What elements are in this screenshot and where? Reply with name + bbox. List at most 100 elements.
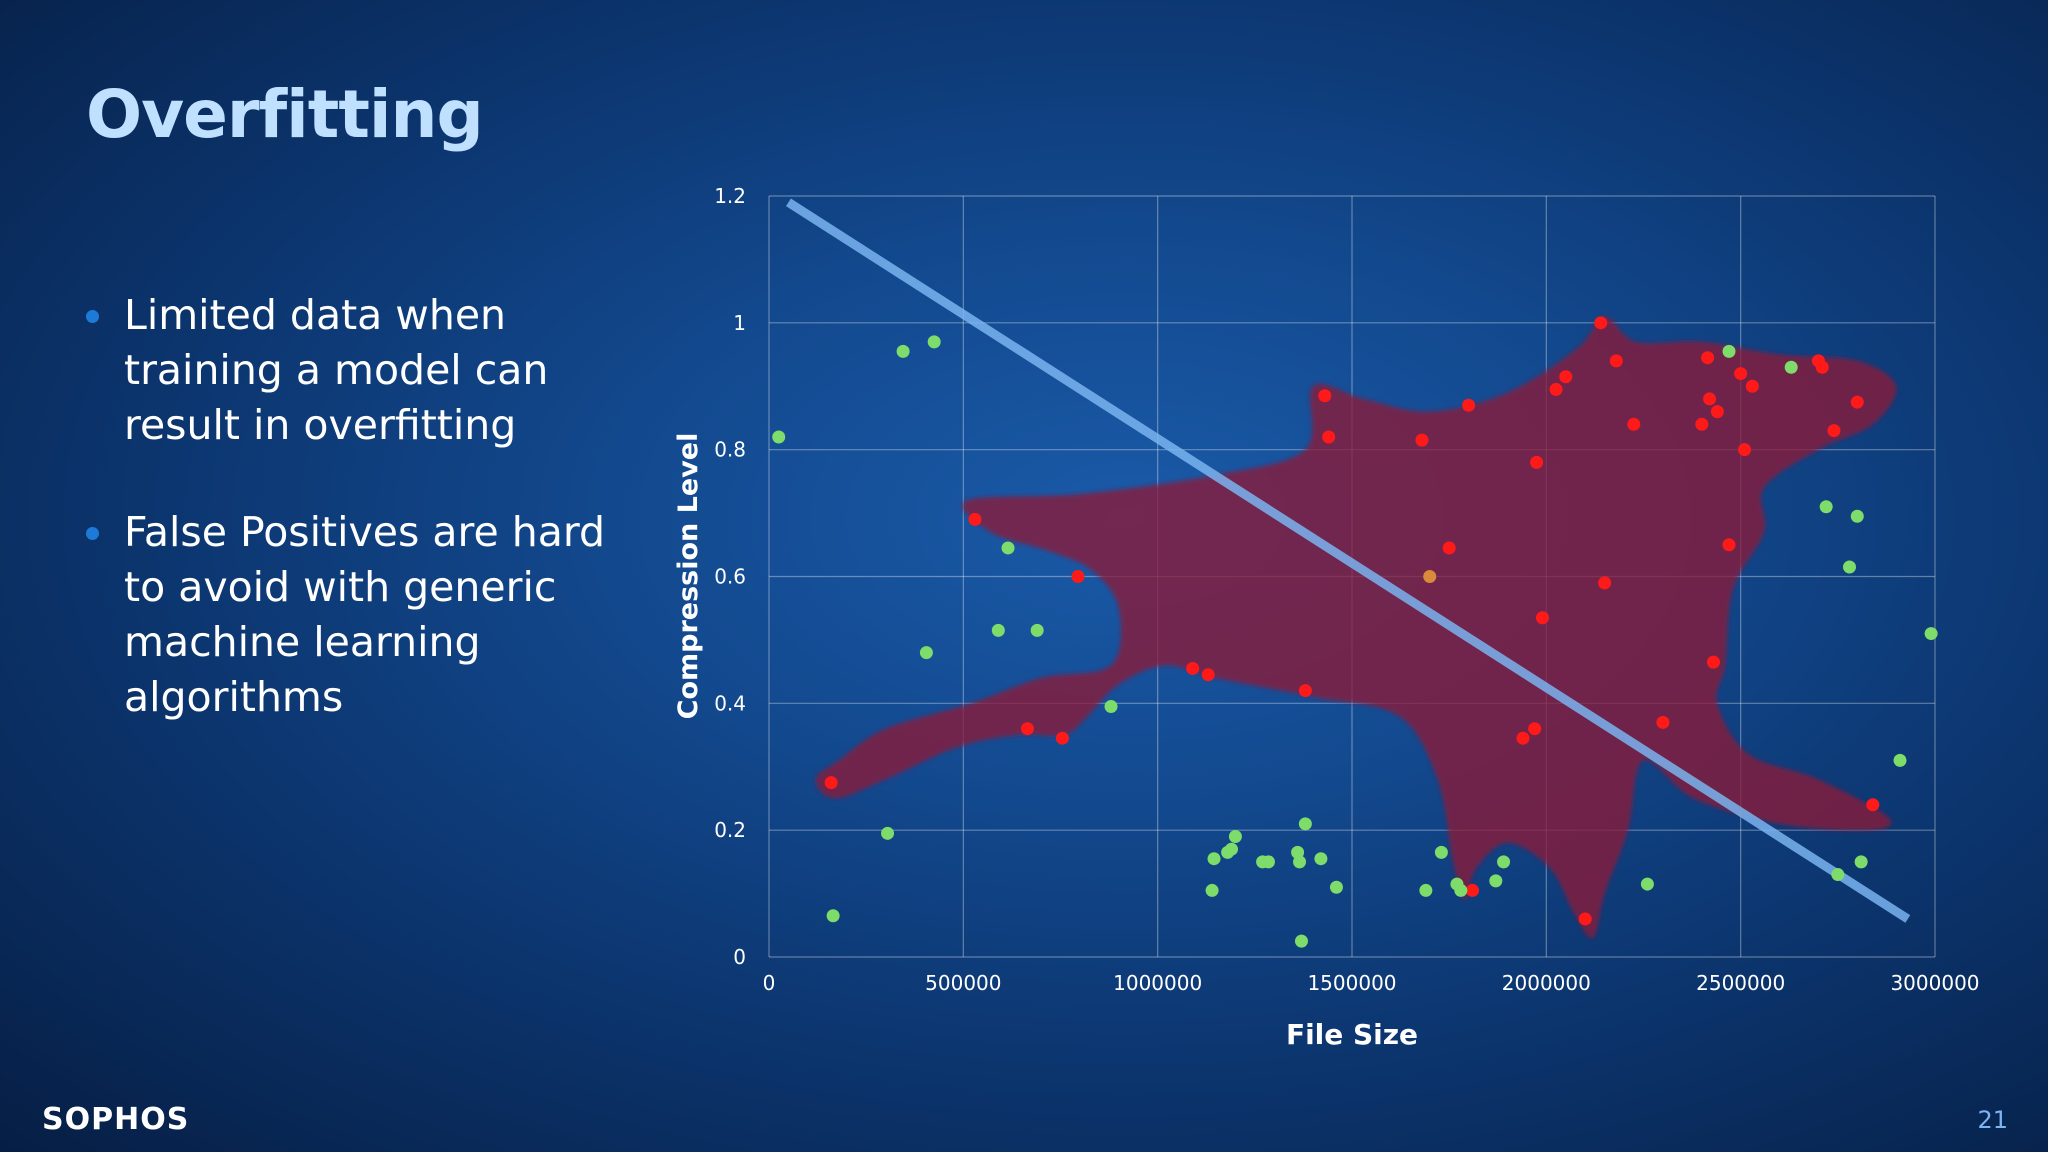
clean-point bbox=[1842, 560, 1856, 574]
bullet-text: False Positives are hard to avoid with g… bbox=[124, 508, 606, 721]
malicious-point bbox=[1318, 389, 1332, 403]
y-axis-title: Compression Level bbox=[673, 433, 704, 720]
malicious-point bbox=[1578, 912, 1592, 926]
malicious-point bbox=[1442, 541, 1456, 555]
malicious-point bbox=[968, 512, 982, 526]
malicious-point bbox=[1201, 668, 1215, 682]
malicious-point bbox=[1706, 655, 1720, 669]
clean-point bbox=[826, 909, 840, 923]
page-number: 21 bbox=[1977, 1106, 2008, 1134]
clean-point bbox=[1294, 934, 1308, 948]
malicious-point bbox=[1322, 430, 1336, 444]
clean-point bbox=[1454, 883, 1468, 897]
clean-point bbox=[1784, 360, 1798, 374]
malicious-point bbox=[1298, 684, 1312, 698]
y-tick-label: 1 bbox=[733, 311, 746, 335]
malicious-point bbox=[1415, 433, 1429, 447]
x-tick-label: 3000000 bbox=[1890, 971, 1979, 995]
clean-point bbox=[991, 623, 1005, 637]
y-tick-label: 0.2 bbox=[714, 818, 746, 842]
malicious-point bbox=[1815, 360, 1829, 374]
clean-point bbox=[1640, 877, 1654, 891]
bullet-dot-icon bbox=[86, 310, 99, 323]
x-tick-label: 0 bbox=[763, 971, 776, 995]
malicious-point bbox=[1722, 538, 1736, 552]
decision-line-layer bbox=[786, 198, 1911, 923]
malicious-point bbox=[1827, 424, 1841, 438]
malicious-point bbox=[1071, 570, 1085, 583]
clean-point bbox=[1207, 852, 1221, 866]
slide-title: Overfitting bbox=[86, 76, 484, 153]
malicious-point bbox=[1594, 316, 1608, 330]
malicious-point bbox=[1528, 722, 1542, 736]
ambiguous-point bbox=[1423, 570, 1437, 583]
malicious-point bbox=[1703, 392, 1717, 406]
malicious-point bbox=[1516, 731, 1530, 745]
clean-point bbox=[772, 430, 786, 444]
malicious-point bbox=[1701, 351, 1715, 365]
malicious-point bbox=[1866, 798, 1880, 812]
bullet-dot-icon bbox=[86, 527, 99, 540]
clean-point bbox=[1314, 852, 1328, 866]
bullet-list: Limited data when training a model can r… bbox=[86, 288, 606, 777]
data-points-layer bbox=[772, 316, 1938, 948]
malicious-point bbox=[1559, 370, 1573, 384]
x-tick-label: 2000000 bbox=[1502, 971, 1591, 995]
clean-point bbox=[1293, 855, 1307, 869]
clean-point bbox=[1850, 509, 1864, 523]
clean-point bbox=[1104, 700, 1118, 714]
malicious-point bbox=[1598, 576, 1612, 590]
malicious-point bbox=[1186, 661, 1200, 675]
malicious-point bbox=[1695, 417, 1709, 431]
clean-point bbox=[1419, 883, 1433, 897]
clean-point bbox=[881, 826, 895, 840]
malicious-point bbox=[1850, 395, 1864, 409]
clean-point bbox=[1497, 855, 1511, 869]
clean-point bbox=[1261, 855, 1275, 869]
clean-point bbox=[1001, 541, 1015, 555]
malicious-point bbox=[1738, 443, 1752, 457]
clean-point bbox=[1924, 627, 1938, 641]
malicious-point bbox=[1535, 611, 1549, 625]
malicious-point bbox=[1734, 367, 1748, 381]
clean-point bbox=[896, 344, 910, 358]
clean-point bbox=[927, 335, 941, 349]
clean-point bbox=[1225, 842, 1239, 856]
x-tick-label: 500000 bbox=[925, 971, 1001, 995]
y-tick-label: 0.4 bbox=[714, 691, 746, 715]
malicious-point bbox=[1549, 382, 1563, 396]
malicious-point bbox=[1656, 715, 1670, 729]
y-tick-label: 1.2 bbox=[714, 184, 746, 208]
tick-labels-layer: 0 500000 1000000 1500000 2000000 2500000 30000… bbox=[714, 184, 1979, 995]
overfit-region-layer bbox=[815, 316, 1897, 939]
clean-point bbox=[1298, 817, 1312, 831]
clean-point bbox=[1329, 880, 1343, 894]
y-tick-label: 0.8 bbox=[714, 438, 746, 462]
clean-point bbox=[1819, 500, 1833, 514]
x-axis-title: File Size bbox=[1286, 1018, 1418, 1051]
bullet-item: False Positives are hard to avoid with g… bbox=[86, 505, 606, 725]
clean-point bbox=[1030, 623, 1044, 637]
malicious-point bbox=[1530, 455, 1544, 469]
bullet-text: Limited data when training a model can r… bbox=[124, 291, 549, 449]
malicious-point bbox=[1020, 722, 1034, 736]
x-tick-label: 2500000 bbox=[1696, 971, 1785, 995]
malicious-point bbox=[824, 776, 838, 790]
malicious-point bbox=[1462, 398, 1476, 412]
clean-point bbox=[1854, 855, 1868, 869]
clean-point bbox=[1489, 874, 1503, 888]
decision-boundary-line bbox=[786, 198, 1911, 923]
malicious-point bbox=[1627, 417, 1641, 431]
clean-point bbox=[1434, 845, 1448, 859]
malicious-point bbox=[1055, 731, 1069, 745]
clean-point bbox=[1893, 753, 1907, 767]
x-tick-label: 1000000 bbox=[1113, 971, 1202, 995]
clean-point bbox=[1228, 830, 1242, 844]
clean-point bbox=[1722, 344, 1736, 358]
malicious-point bbox=[1465, 883, 1479, 897]
overfit-region bbox=[815, 316, 1897, 939]
clean-point bbox=[919, 646, 933, 660]
sophos-logo: SOPHOS bbox=[42, 1102, 190, 1137]
x-tick-label: 1500000 bbox=[1307, 971, 1396, 995]
